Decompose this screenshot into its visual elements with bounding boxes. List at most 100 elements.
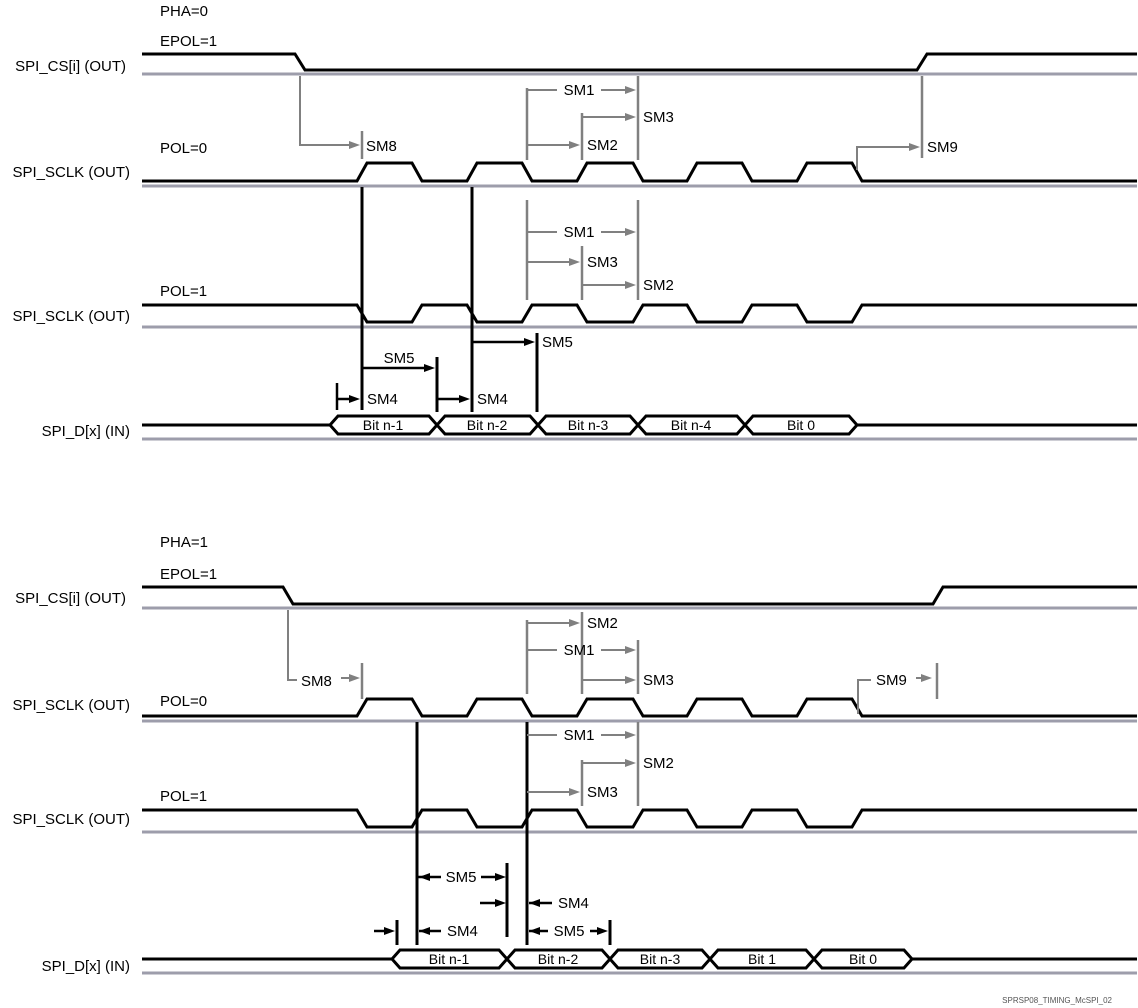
arrowhead-right-icon	[625, 731, 636, 739]
cs-row-label: SPI_CS[i] (OUT)	[15, 58, 126, 75]
arrowhead-right-icon	[495, 899, 506, 907]
arrowhead-right-icon	[625, 646, 636, 654]
arrowhead-right-icon	[625, 759, 636, 767]
measure-cluster-pol0: SM1 SM3 SM2	[525, 76, 674, 160]
sm1-label: SM1	[564, 727, 595, 744]
sm3-label: SM3	[587, 784, 618, 801]
bit-label: Bit n-3	[640, 951, 681, 967]
measure-cluster-pol1: SM1 SM2 SM3	[527, 722, 674, 806]
sclk-pol1-waveform	[142, 808, 1137, 829]
arrowhead-right-icon	[921, 674, 932, 682]
sm5-label: SM5	[446, 869, 477, 886]
sm1-label: SM1	[564, 224, 595, 241]
sm5-label: SM5	[384, 350, 415, 367]
arrowhead-right-icon	[384, 927, 395, 935]
data-row-label: SPI_D[x] (IN)	[42, 423, 130, 440]
bit-label: Bit 1	[748, 951, 776, 967]
arrowhead-right-icon	[625, 676, 636, 684]
sm3-label: SM3	[643, 672, 674, 689]
cs-waveform	[142, 585, 1137, 606]
sclk-pol0-waveform	[142, 697, 1137, 718]
diagram-pha0: SM8 SM9 SM1 SM3 SM2	[12, 3, 1137, 441]
sclk-pol1-row-label: SPI_SCLK (OUT)	[12, 811, 130, 828]
pha-label: PHA=0	[160, 3, 208, 20]
sm2-label: SM2	[587, 615, 618, 632]
arrowhead-right-icon	[625, 228, 636, 236]
arrowhead-right-icon	[459, 395, 470, 403]
arrowhead-right-icon	[424, 364, 435, 372]
measure-cluster-pol0: SM2 SM1 SM3	[525, 612, 674, 694]
bit-label: Bit n-1	[363, 417, 404, 433]
arrowhead-right-icon	[569, 141, 580, 149]
epol-label: EPOL=1	[160, 566, 217, 583]
arrowhead-right-icon	[349, 674, 360, 682]
pol1-label: POL=1	[160, 788, 207, 805]
sm9-label: SM9	[927, 139, 958, 156]
arrowhead-right-icon	[569, 258, 580, 266]
sm4-label: SM4	[447, 923, 478, 940]
sm4-label: SM4	[477, 391, 508, 408]
pol1-label: POL=1	[160, 283, 207, 300]
measure-cluster-pol1: SM1 SM3 SM2	[525, 200, 674, 300]
bit-label: Bit n-3	[568, 417, 609, 433]
arrowhead-right-icon	[625, 281, 636, 289]
arrowhead-right-icon	[569, 619, 580, 627]
sm1-label: SM1	[564, 82, 595, 99]
bit-label: Bit 0	[787, 417, 815, 433]
sm2-label: SM2	[643, 755, 674, 772]
arrowhead-right-icon	[625, 113, 636, 121]
sm2-label: SM2	[643, 277, 674, 294]
cs-row-label: SPI_CS[i] (OUT)	[15, 590, 126, 607]
sm5-label: SM5	[554, 923, 585, 940]
arrowhead-right-icon	[349, 141, 360, 149]
pha-label: PHA=1	[160, 534, 208, 551]
bit-label: Bit n-2	[467, 417, 508, 433]
measure-setup-hold: SM5 SM4 SM5 SM4	[335, 334, 573, 410]
sm4-label: SM4	[558, 895, 589, 912]
sm3-label: SM3	[587, 254, 618, 271]
measure-sm9: SM9	[856, 76, 958, 170]
pol0-label: POL=0	[160, 140, 207, 157]
measure-sm8: SM8	[299, 76, 397, 159]
bit-label: Bit 0	[849, 951, 877, 967]
measure-setup-hold: SM5 SM4 SM4 SM5	[374, 869, 608, 940]
bit-label: Bit n-4	[671, 417, 712, 433]
sm4-label: SM4	[367, 391, 398, 408]
sclk-pol0-row-label: SPI_SCLK (OUT)	[12, 697, 130, 714]
figure-id: SPRSP08_TIMING_McSPI_02	[1002, 996, 1112, 1005]
sm8-label: SM8	[366, 138, 397, 155]
diagram-pha1: SM8 SM9 SM2 SM1 SM3	[12, 534, 1137, 975]
arrowhead-right-icon	[909, 143, 920, 151]
bit-label: Bit n-1	[429, 951, 470, 967]
measure-elbow	[299, 76, 351, 146]
sclk-pol0-waveform	[142, 161, 1137, 183]
measure-sm9: SM9	[857, 663, 939, 714]
arrowhead-right-icon	[625, 86, 636, 94]
cs-waveform	[142, 52, 1137, 72]
sm9-label: SM9	[876, 672, 907, 689]
arrowhead-right-icon	[597, 927, 608, 935]
sclk-pol1-waveform	[142, 303, 1137, 324]
data-row-label: SPI_D[x] (IN)	[42, 958, 130, 975]
pol0-label: POL=0	[160, 693, 207, 710]
sclk-pol1-row-label: SPI_SCLK (OUT)	[12, 308, 130, 325]
sm8-label: SM8	[301, 673, 332, 690]
arrowhead-right-icon	[495, 873, 506, 881]
arrowhead-right-icon	[349, 395, 360, 403]
measure-elbow	[287, 610, 297, 681]
sclk-pol0-row-label: SPI_SCLK (OUT)	[12, 164, 130, 181]
arrowhead-left-icon	[419, 873, 430, 881]
measure-elbow	[856, 146, 912, 170]
bit-label: Bit n-2	[538, 951, 579, 967]
sm2-label: SM2	[587, 137, 618, 154]
epol-label: EPOL=1	[160, 33, 217, 50]
sm5-label: SM5	[542, 334, 573, 351]
arrowhead-right-icon	[569, 788, 580, 796]
sm3-label: SM3	[643, 109, 674, 126]
sm1-label: SM1	[564, 642, 595, 659]
measure-elbow	[857, 679, 871, 714]
measure-sm8: SM8	[287, 610, 364, 699]
arrowhead-right-icon	[524, 338, 535, 346]
